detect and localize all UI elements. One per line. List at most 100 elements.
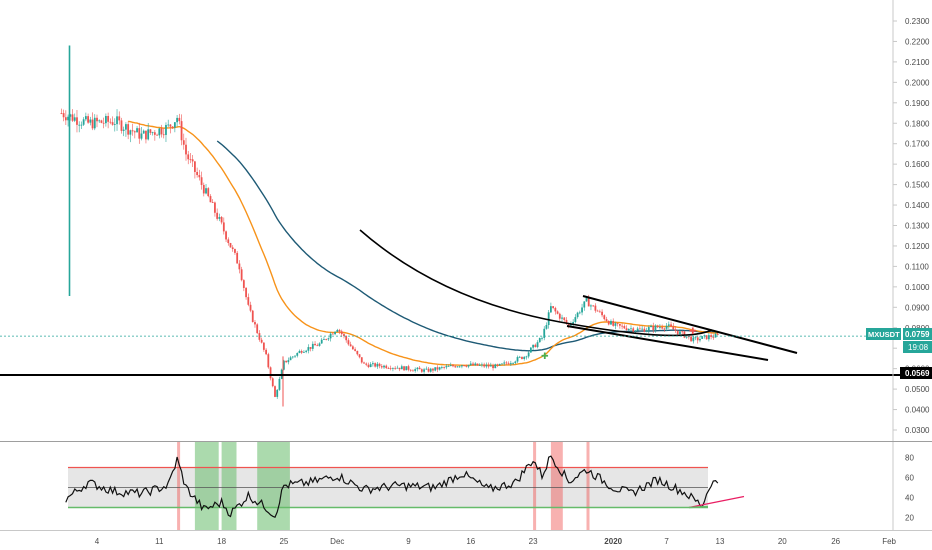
candle-body [225, 231, 227, 240]
divergence-support-line [688, 505, 709, 509]
candle-body [238, 263, 241, 270]
candle-body [672, 326, 675, 330]
candle-body [285, 360, 288, 363]
candle-body [654, 325, 657, 331]
candle-body [687, 336, 690, 338]
candle-body [572, 321, 575, 324]
candle-body [205, 188, 207, 194]
candle-body [247, 297, 250, 305]
candle-body [356, 350, 359, 355]
candle-body [461, 365, 463, 367]
candle-body [458, 366, 461, 368]
candle-body [251, 310, 254, 323]
candle-body [318, 343, 321, 346]
support-tag: 0.0569 [900, 367, 932, 379]
candle-body [585, 298, 588, 302]
candle-body [449, 365, 452, 367]
candle-body [189, 159, 192, 161]
candle-body [701, 336, 704, 339]
candle-body [91, 119, 94, 129]
candle-body [194, 161, 196, 172]
candle-body [674, 329, 677, 331]
time-tick-label: 4 [95, 537, 100, 546]
candle-body [76, 117, 78, 125]
time-tick-label: 16 [466, 537, 475, 546]
candle-body [438, 367, 441, 370]
oversold-zone [257, 442, 290, 530]
candle-body [454, 366, 457, 368]
candle-body [576, 312, 579, 318]
rsi-axis[interactable]: 80 60 40 20 [892, 442, 914, 530]
candle-body [380, 366, 383, 368]
candle-body [196, 171, 199, 176]
candle-body [334, 331, 336, 335]
candle-body [89, 119, 92, 123]
oversold-zone [221, 442, 237, 530]
candle-body [249, 304, 252, 311]
candle-body [507, 363, 510, 365]
candle-body [158, 128, 161, 136]
candle-body [618, 323, 621, 326]
candle-body [323, 339, 325, 340]
price-tick-label: 0.1100 [905, 262, 929, 271]
rsi-pane [65, 442, 745, 530]
candle-body [487, 364, 490, 367]
candle-body [60, 113, 63, 114]
fast-ma-path [128, 120, 718, 367]
candle-body [274, 386, 276, 397]
candle-body [374, 363, 377, 367]
price-tick-label: 0.1500 [905, 181, 930, 190]
candle-body [187, 154, 190, 160]
time-tick-label: 13 [716, 537, 725, 546]
rsi-tick-label: 60 [905, 474, 914, 483]
candle-body [696, 337, 699, 341]
candle-body [594, 305, 597, 311]
candle-body [427, 368, 430, 372]
candle-body [240, 269, 243, 281]
candle-body [445, 366, 448, 368]
signal-markers: ✚✚ [541, 326, 697, 361]
candle-body [151, 132, 154, 134]
candle-body [478, 364, 481, 366]
candle-body [180, 121, 183, 141]
candle-body [665, 325, 668, 329]
candle-body [283, 360, 285, 370]
time-axis[interactable]: 4 11 18 25 Dec 9 16 23 2020 7 13 20 26 Feb [0, 530, 932, 547]
candle-body [581, 307, 583, 313]
oversold-zone [194, 442, 219, 530]
slow-moving-average [216, 140, 718, 352]
candle-body [630, 328, 632, 330]
candle-body [231, 247, 234, 250]
symbol-label: MXUSDT [868, 330, 900, 339]
candle-body [378, 363, 381, 367]
candle-body [300, 350, 303, 353]
candle-body [534, 344, 537, 348]
candle-body [227, 239, 230, 244]
candle-body [120, 120, 123, 131]
candle-body [414, 369, 417, 371]
candle-body [276, 389, 279, 397]
candle-body [703, 335, 706, 337]
candle-body [469, 363, 472, 365]
candle-body [634, 330, 637, 332]
candle-body [512, 362, 514, 364]
candle-body [443, 367, 445, 368]
candle-body [156, 134, 158, 136]
candle-body [481, 364, 483, 366]
candle-body [218, 217, 221, 219]
candle-body [476, 363, 479, 366]
candle-body [707, 335, 710, 340]
candle-body [336, 329, 339, 332]
candle-body [661, 327, 664, 329]
candle-body [398, 367, 401, 370]
candle-body [354, 349, 356, 351]
candle-body [541, 337, 543, 339]
candle-body [483, 364, 486, 367]
candle-body [178, 117, 181, 122]
candle-body [147, 129, 150, 140]
time-tick-label: 25 [279, 537, 288, 546]
candle-body [405, 366, 408, 371]
candle-body [474, 363, 477, 366]
candle-body [173, 122, 176, 128]
candle-body [153, 132, 156, 135]
